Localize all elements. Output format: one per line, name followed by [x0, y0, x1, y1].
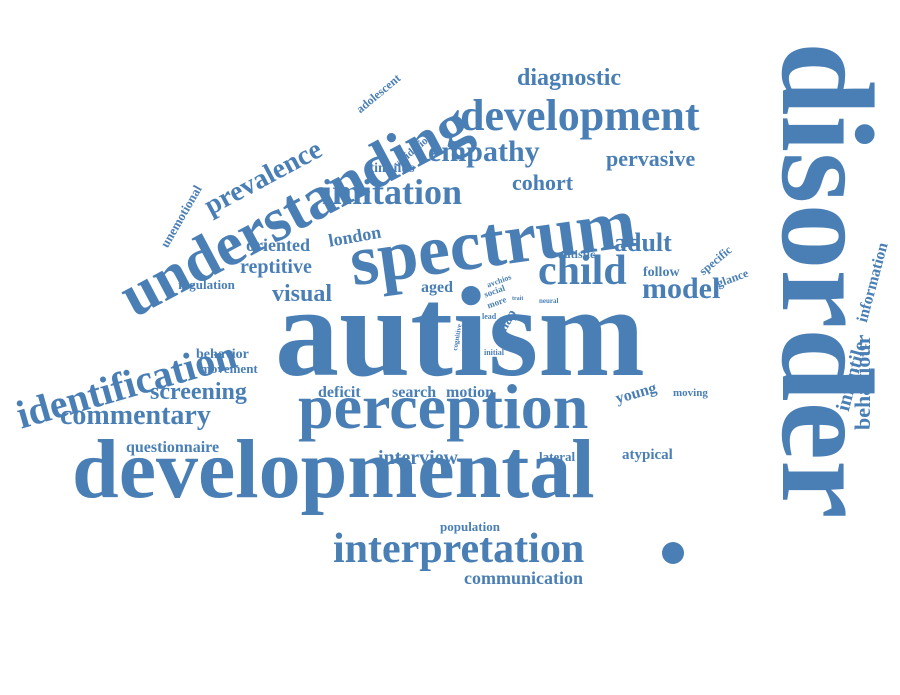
word-oriented: oriented — [246, 235, 310, 255]
word-autism: autism — [275, 261, 645, 403]
word-interpretation: interpretation — [333, 526, 585, 572]
word-pervasive: pervasive — [606, 146, 696, 171]
word-neural: neural — [539, 297, 559, 305]
word-reptitive: reptitive — [240, 256, 312, 278]
word-diagnostic: diagnostic — [517, 65, 622, 91]
word-interview: interview — [378, 447, 458, 469]
word-screening: screening — [150, 379, 247, 405]
word-initial: initial — [484, 348, 505, 357]
word-cohort: cohort — [512, 170, 574, 195]
word-aged: aged — [421, 279, 453, 296]
word-movement: movement — [200, 361, 258, 376]
word-questionnaire: questionnaire — [126, 439, 220, 456]
word-stimulus: stimulus — [364, 161, 415, 176]
word-perception: perception — [298, 371, 589, 442]
word-population: population — [440, 519, 500, 534]
word-visual: visual — [272, 281, 333, 307]
word-child: child — [538, 248, 627, 294]
word-developmental: developmental — [72, 423, 595, 516]
word-behavior: behavior — [196, 347, 249, 362]
word-empathy: empathy — [428, 135, 540, 168]
word-communication: communication — [464, 568, 583, 588]
word-commentary: commentary — [60, 400, 211, 431]
word-model: model — [642, 272, 721, 305]
word-lateral: lateral — [539, 449, 576, 464]
period-dot — [662, 542, 684, 564]
word-adolescent: adolescent — [353, 70, 404, 116]
word-glance: glance — [714, 265, 751, 291]
word-regulation: regulation — [178, 277, 235, 292]
word-development: development — [460, 91, 700, 140]
word-motion: motion — [446, 384, 494, 401]
word-trait: trait — [512, 296, 524, 302]
word-adult: adult — [614, 228, 672, 257]
word-autistic: autistic — [558, 247, 596, 261]
word-follow: follow — [643, 265, 680, 280]
word-deficit: deficit — [318, 384, 361, 401]
word-imitation: imitation — [322, 172, 462, 212]
word-search: search — [392, 384, 437, 401]
word-lead: lead — [482, 312, 497, 321]
word-moving: moving — [673, 387, 708, 399]
word-atypical: atypical — [622, 447, 673, 463]
